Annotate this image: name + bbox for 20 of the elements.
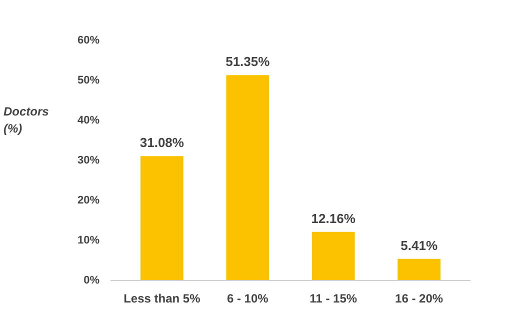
x-tick-label: 6 - 10% [226, 292, 269, 306]
bar [140, 156, 184, 280]
y-tick-label: 30% [77, 154, 100, 166]
x-tick-label: Less than 5% [124, 292, 201, 306]
y-tick-label: 10% [77, 234, 100, 246]
data-label: 31.08% [140, 135, 184, 150]
y-tick-label: 40% [77, 114, 100, 126]
bar [226, 75, 270, 280]
data-label: 12.16% [311, 210, 356, 226]
data-label: 51.35% [226, 54, 270, 70]
data-label: 5.41% [400, 238, 438, 253]
bar [398, 258, 440, 280]
bar [312, 232, 355, 280]
y-tick-label: 20% [77, 194, 100, 206]
y-axis-title: Doctors (%) [4, 104, 50, 136]
x-tick-label: 11 - 15% [310, 292, 358, 306]
y-tick-label: 50% [77, 74, 100, 86]
y-tick-label: 0% [84, 274, 100, 286]
y-tick-label: 60% [77, 34, 100, 46]
x-tick-label: 16 - 20% [395, 292, 444, 306]
